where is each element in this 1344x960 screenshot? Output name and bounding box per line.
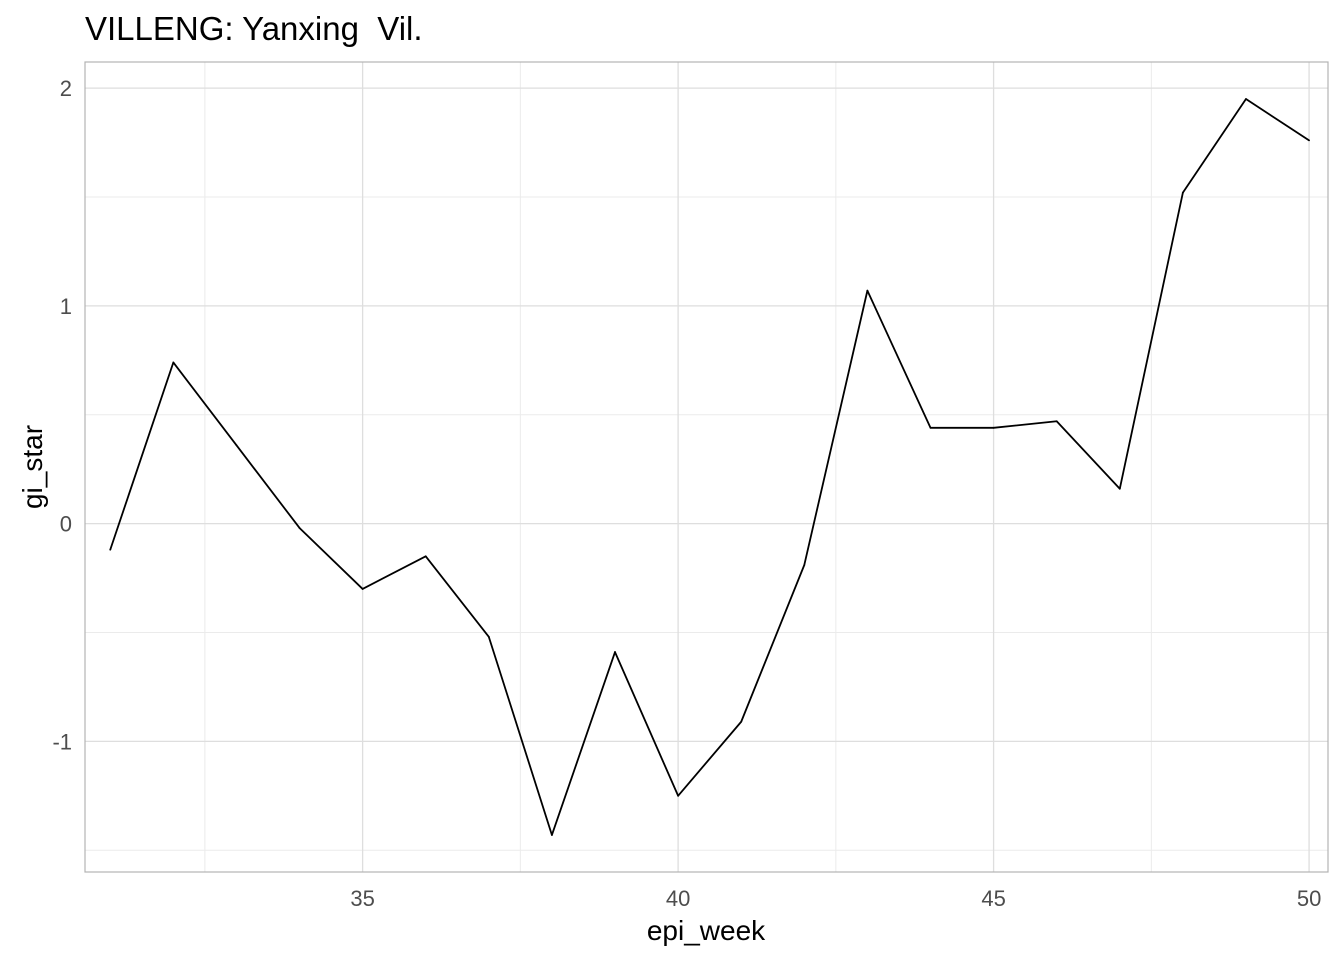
data-point <box>235 444 238 447</box>
plot-panel-border <box>84 61 1329 873</box>
data-point <box>1118 487 1121 490</box>
y-tick-label: 2 <box>60 76 72 101</box>
x-tick-label: 40 <box>666 886 690 911</box>
data-point <box>424 555 427 558</box>
data-point <box>109 548 112 551</box>
y-tick-label: 0 <box>60 512 72 537</box>
data-point <box>614 651 616 653</box>
data-point <box>361 588 364 590</box>
data-point <box>1308 139 1310 142</box>
major-gridlines <box>85 62 1328 872</box>
data-point <box>172 361 175 364</box>
y-tick-label: -1 <box>52 729 72 754</box>
y-axis-label: gi_star <box>17 425 48 509</box>
data-point <box>677 794 680 797</box>
x-tick-label: 50 <box>1297 886 1321 911</box>
data-point <box>298 527 301 529</box>
x-tick-label: 45 <box>981 886 1005 911</box>
minor-gridlines <box>85 62 1328 872</box>
x-axis-tick-labels: 35 40 45 50 <box>350 886 1321 911</box>
data-point <box>1181 191 1184 194</box>
data-point <box>866 289 869 292</box>
data-point <box>740 720 743 723</box>
y-tick-label: 1 <box>60 294 72 319</box>
series-line <box>109 98 1310 836</box>
data-point <box>1245 98 1247 100</box>
x-tick-label: 35 <box>350 886 374 911</box>
series-layer <box>109 98 1310 836</box>
data-point <box>1055 420 1058 423</box>
x-axis-label: epi_week <box>647 915 766 946</box>
data-point <box>551 834 553 836</box>
data-point <box>929 426 932 429</box>
chart-title: VILLENG: Yanxing Vil. <box>85 10 423 47</box>
data-point <box>992 426 995 429</box>
data-point <box>487 635 490 638</box>
data-point <box>803 564 806 566</box>
y-axis-tick-labels: -1 0 1 2 <box>52 76 72 754</box>
